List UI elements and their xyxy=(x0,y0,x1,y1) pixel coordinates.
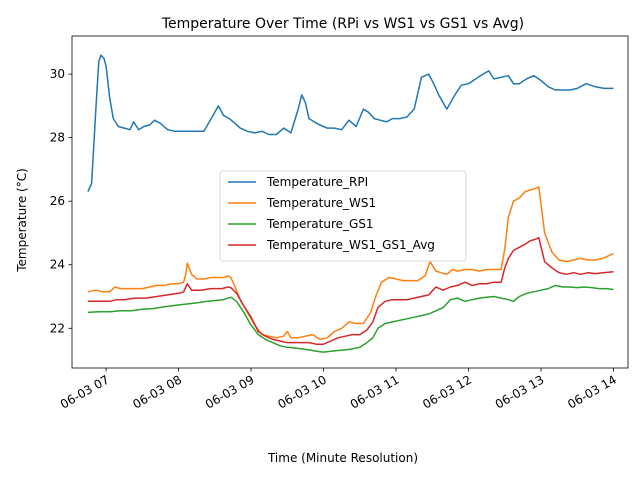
y-tick-label: 28 xyxy=(50,131,65,145)
legend-label: Temperature_WS1_GS1_Avg xyxy=(266,238,435,252)
y-tick-label: 24 xyxy=(50,258,65,272)
y-axis-label: Temperature (°C) xyxy=(15,168,29,273)
legend-label: Temperature_WS1 xyxy=(266,196,376,210)
legend-label: Temperature_RPI xyxy=(266,175,368,189)
x-tick-label: 06-03 07 xyxy=(58,372,112,411)
x-tick-label: 06-03 14 xyxy=(565,372,619,411)
x-axis: 06-03 07 06-03 08 06-03 09 06-03 10 06-03 11… xyxy=(58,368,619,412)
x-tick-label: 06-03 09 xyxy=(203,372,257,411)
x-tick-label: 06-03 10 xyxy=(275,372,329,411)
x-tick-label: 06-03 11 xyxy=(348,372,402,411)
x-tick-label: 06-03 08 xyxy=(130,372,184,411)
plot-frame xyxy=(71,35,629,369)
y-tick-label: 22 xyxy=(50,321,65,335)
legend-box xyxy=(219,170,467,262)
series-line-0 xyxy=(87,54,614,193)
y-axis: 22 24 26 28 30 xyxy=(50,67,72,335)
x-tick-label: 06-03 12 xyxy=(420,372,474,411)
series-line-1 xyxy=(87,186,614,341)
y-tick-label: 30 xyxy=(50,67,65,81)
legend: Temperature_RPI Temperature_WS1 Temperatur… xyxy=(219,170,467,262)
series-line-3 xyxy=(87,236,614,345)
x-tick-label: 06-03 13 xyxy=(493,372,547,411)
y-tick-label: 26 xyxy=(50,194,65,208)
chart-title: Temperature Over Time (RPi vs WS1 vs GS1… xyxy=(161,16,524,32)
legend-label: Temperature_GS1 xyxy=(266,217,374,231)
series-line-2 xyxy=(87,284,614,353)
x-axis-label: Time (Minute Resolution) xyxy=(267,451,418,465)
plot-lines xyxy=(87,54,614,353)
